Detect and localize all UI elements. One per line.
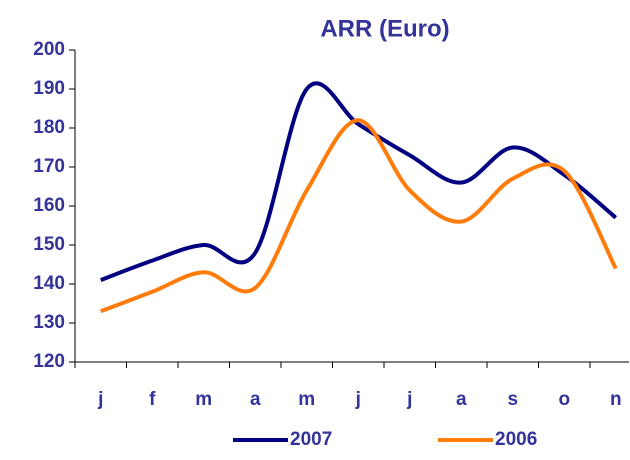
x-tick-label: j: [97, 389, 103, 410]
y-tick-label: 190: [33, 78, 65, 99]
y-tick-label: 180: [33, 117, 65, 138]
x-tick-label: s: [507, 389, 518, 410]
legend-label: 2006: [495, 429, 537, 450]
series-line: [100, 81, 618, 282]
x-tick-label: j: [355, 389, 361, 410]
y-tick-label: 140: [33, 273, 65, 294]
x-tick-label: a: [456, 389, 467, 410]
x-tick-label: o: [558, 389, 570, 410]
x-tick-label: j: [406, 389, 412, 410]
y-tick-label: 130: [33, 312, 65, 333]
series-line: [100, 118, 618, 314]
y-tick-label: 120: [33, 351, 65, 372]
x-tick-label: n: [610, 389, 622, 410]
chart-title: ARR (Euro): [320, 15, 449, 42]
x-tick-label: m: [195, 389, 212, 410]
y-tick-label: 170: [33, 156, 65, 177]
x-tick-label: m: [298, 389, 315, 410]
y-tick-label: 200: [33, 39, 65, 60]
x-tick-label: a: [250, 389, 261, 410]
x-tick-label: f: [149, 389, 156, 410]
y-tick-label: 150: [33, 234, 65, 255]
y-tick-label: 160: [33, 195, 65, 216]
legend-label: 2007: [290, 429, 332, 450]
